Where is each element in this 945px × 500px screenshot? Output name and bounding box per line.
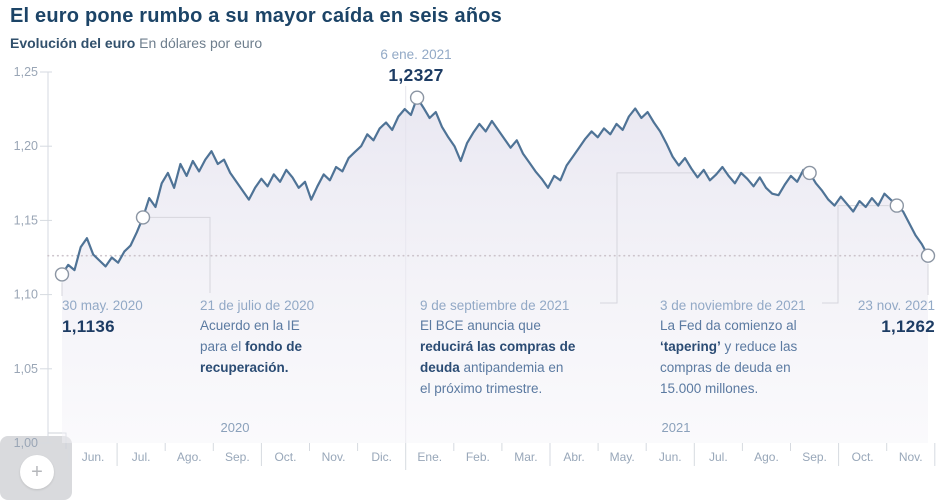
month-label: Jun. [82,450,105,464]
event-markers [54,90,936,282]
month-label: Mar. [514,450,537,464]
subtitle-bold: Evolución del euro [10,35,136,51]
y-tick-label: 1,15 [14,213,38,227]
header: El euro pone rumbo a su mayor caída en s… [10,5,502,51]
annotation-date: 9 de septiembre de 2021 [420,298,570,313]
annotation-text-line: compras de deuda en [660,360,791,375]
peak-date: 6 ene. 2021 [380,47,452,62]
annotation-a3: 9 de septiembre de 2021 El BCE anuncia qu… [420,298,575,399]
month-label: Jun. [659,450,682,464]
y-tick-label: 1,00 [14,436,38,450]
month-label: Dic. [371,450,392,464]
year-label: 2021 [661,420,691,435]
event-marker-point[interactable] [409,90,425,105]
annotation-text-line: recuperación. [200,360,289,375]
annotation-date: 30 may. 2020 [62,298,143,313]
page-title: El euro pone rumbo a su mayor caída en s… [10,5,502,27]
event-marker-point[interactable] [889,198,904,213]
month-label: Jul. [709,450,728,464]
annotation-text-line: para el fondo de [200,339,303,354]
month-label: Oct. [274,450,296,464]
event-marker-point[interactable] [802,165,817,181]
annotation-date: 21 de julio de 2020 [200,298,315,313]
annotation-connector [600,172,802,304]
annotation-text-line: el próximo trimestre. [420,381,543,396]
annotation-text-line: ‘tapering’ y reduce las [660,339,798,354]
event-marker-point[interactable] [920,248,936,263]
y-tick-label: 1,10 [14,288,38,302]
month-label: Ago. [754,450,779,464]
month-label: Nov. [899,450,923,464]
y-tick-label: 1,05 [14,362,38,376]
annotation-a4: 3 de noviembre de 2021 La Fed da comienzo… [660,298,806,399]
annotation-a2: 21 de julio de 2020 Acuerdo en la IE para … [200,298,314,378]
peak-value: 1,2327 [388,65,444,85]
annotation-date: 23 nov. 2021 [857,298,935,313]
chart-subtitle: Evolución del euro En dólares por euro [10,35,502,51]
area-fill [62,97,928,443]
month-label: Ene. [417,450,442,464]
year-label: 2020 [220,420,250,435]
annotation-text-line: deuda antipandemia en [420,360,564,375]
annotation-a5: 23 nov. 2021 1,1262 [858,298,935,337]
subtitle-units: En dólares por euro [139,35,263,51]
zoom-in-button[interactable]: + [20,455,54,489]
axis-labels: 1,25 1,20 1,15 1,10 1,05 1,00 Jun. Jul. Ago. Sep.… [14,65,923,464]
annotation-date: 3 de noviembre de 2021 [660,298,806,313]
euro-price-line [60,96,930,276]
month-label: Feb. [466,450,490,464]
annotation-value: 1,1136 [62,317,115,336]
y-tick-label: 1,25 [14,65,38,79]
month-label: Abr. [563,450,584,464]
annotation-text-line: reducirá las compras de [420,339,576,354]
month-label: Sep. [802,450,827,464]
annotation-connector [149,216,211,293]
annotation-text-line: 15.000 millones. [660,381,759,396]
annotation-text-line: La Fed da comienzo al [660,318,797,333]
month-label: Ago. [177,450,202,464]
annotation-a1: 30 may. 2020 1,1136 [62,298,143,337]
annotation-value: 1,1262 [881,317,935,336]
annotation-text-line: El BCE anuncia que [420,318,541,333]
y-tick-label: 1,20 [14,139,38,153]
month-label: Sep. [225,450,250,464]
event-marker-point[interactable] [135,210,151,225]
month-label: May. [610,450,635,464]
euro-line [60,96,930,276]
month-label: Jul. [132,450,151,464]
month-label: Oct. [852,450,874,464]
plus-icon: + [31,461,43,483]
annotation-text-line: Acuerdo en la IE [200,318,300,333]
month-label: Nov. [322,450,346,464]
event-marker-point[interactable] [54,267,70,282]
peak-callout: 6 ene. 2021 1,2327 [380,47,451,86]
euro-area-fill [62,97,928,443]
